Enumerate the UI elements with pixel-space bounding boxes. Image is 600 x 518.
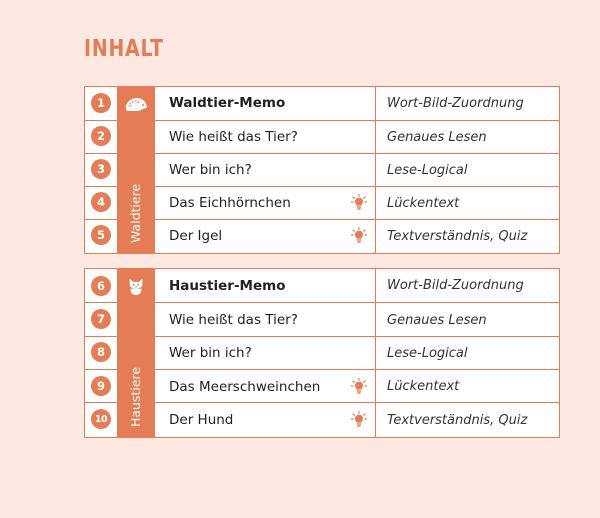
exercise-title: Wie heißt das Tier? (169, 129, 298, 146)
section-rows: Waldtier-Memo Wort-Bild-Zuordnung Wie heiß… (155, 87, 559, 253)
exercise-type: Wort-Bild-Zuordnung (375, 269, 559, 303)
lightbulb-icon (350, 227, 368, 245)
lightbulb-icon (350, 411, 368, 429)
section-haustiere: 6 7 8 9 10 Haustiere Haustier-Memo Wort-Bild-Zu… (84, 268, 560, 438)
item-number-badge: 10 (91, 409, 111, 430)
exercise-title: Haustier-Memo (169, 277, 286, 294)
item-number-badge: 5 (91, 225, 111, 246)
item-number-badge: 3 (91, 159, 111, 180)
table-row: Das Meerschweinchen Lückentext (155, 369, 559, 404)
item-number-badge: 9 (91, 375, 111, 396)
exercise-title: Das Eichhörnchen (169, 195, 291, 212)
exercise-title: Der Hund (169, 412, 234, 429)
exercise-type: Textverständnis, Quiz (375, 219, 559, 253)
exercise-title-cell: Wie heißt das Tier? (155, 303, 375, 336)
exercise-title-cell: Der Igel (155, 220, 375, 253)
table-row: Das Eichhörnchen Lückentext (155, 185, 559, 220)
table-row: Wie heißt das Tier? Genaues Lesen (155, 119, 559, 154)
exercise-type: Genaues Lesen (375, 120, 559, 154)
row-divider (85, 119, 117, 121)
item-number-badge: 6 (91, 275, 111, 296)
exercise-title: Der Igel (169, 228, 223, 245)
item-number-badge: 8 (91, 342, 111, 363)
exercise-type: Genaues Lesen (375, 303, 559, 337)
exercise-type: Lese-Logical (375, 336, 559, 371)
section-label: Waldtiere (128, 183, 143, 243)
exercise-title-cell: Wer bin ich? (155, 337, 375, 370)
lightbulb-icon (350, 377, 368, 396)
lightbulb-icon (350, 194, 368, 212)
exercise-title-cell: Haustier-Memo (155, 269, 375, 302)
exercise-type: Wort-Bild-Zuordnung (375, 87, 559, 120)
section-label: Haustiere (128, 366, 143, 427)
exercise-type: Lückentext (375, 370, 559, 404)
exercise-title-cell: Das Meerschweinchen (155, 370, 375, 403)
row-divider (85, 402, 117, 404)
item-number-badge: 7 (91, 309, 111, 330)
table-row: Wie heißt das Tier? Genaues Lesen (155, 302, 559, 337)
exercise-title: Wer bin ich? (169, 345, 252, 362)
number-column: 6 7 8 9 10 (85, 269, 118, 437)
item-number-badge: 1 (91, 93, 111, 114)
exercise-title-cell: Wie heißt das Tier? (155, 121, 375, 154)
row-divider (85, 369, 117, 371)
page: INHALT 1 2 3 4 5 Waldtiere Waldtier-Memo Wort-B… (84, 36, 560, 438)
section-rows: Haustier-Memo Wort-Bild-Zuordnung Wie heiß… (155, 269, 559, 437)
exercise-title: Wie heißt das Tier? (169, 312, 298, 329)
section-waldtiere: 1 2 3 4 5 Waldtiere Waldtier-Memo Wort-Bild-Zuo… (84, 86, 560, 254)
table-row: Waldtier-Memo Wort-Bild-Zuordnung (155, 87, 559, 120)
exercise-title: Das Meerschweinchen (169, 378, 321, 395)
table-row: Der Hund Textverständnis, Quiz (155, 402, 559, 437)
number-column: 1 2 3 4 5 (85, 87, 118, 253)
exercise-title-cell: Das Eichhörnchen (155, 187, 375, 220)
row-divider (85, 152, 117, 154)
row-divider (85, 218, 117, 220)
exercise-type: Lese-Logical (375, 153, 559, 187)
page-title: INHALT (84, 36, 164, 62)
exercise-type: Textverständnis, Quiz (375, 403, 559, 437)
exercise-title: Wer bin ich? (169, 162, 252, 179)
exercise-title-cell: Der Hund (155, 403, 375, 436)
table-row: Wer bin ich? Lese-Logical (155, 335, 559, 371)
item-number-badge: 4 (91, 192, 111, 213)
exercise-title-cell: Waldtier-Memo (155, 87, 375, 120)
exercise-type: Lückentext (375, 186, 559, 220)
section-band: Waldtiere (117, 87, 155, 253)
section-band: Haustiere (117, 269, 155, 437)
table-row: Haustier-Memo Wort-Bild-Zuordnung (155, 269, 559, 303)
table-row: Wer bin ich? Lese-Logical (155, 152, 559, 187)
table-row: Der Igel Textverständnis, Quiz (155, 218, 559, 253)
row-divider (85, 335, 117, 337)
exercise-title-cell: Wer bin ich? (155, 154, 375, 187)
item-number-badge: 2 (91, 126, 111, 147)
row-divider (85, 185, 117, 187)
hedgehog-icon (124, 93, 148, 115)
exercise-title: Waldtier-Memo (169, 95, 286, 112)
row-divider (85, 302, 117, 304)
cat-icon (124, 275, 148, 297)
